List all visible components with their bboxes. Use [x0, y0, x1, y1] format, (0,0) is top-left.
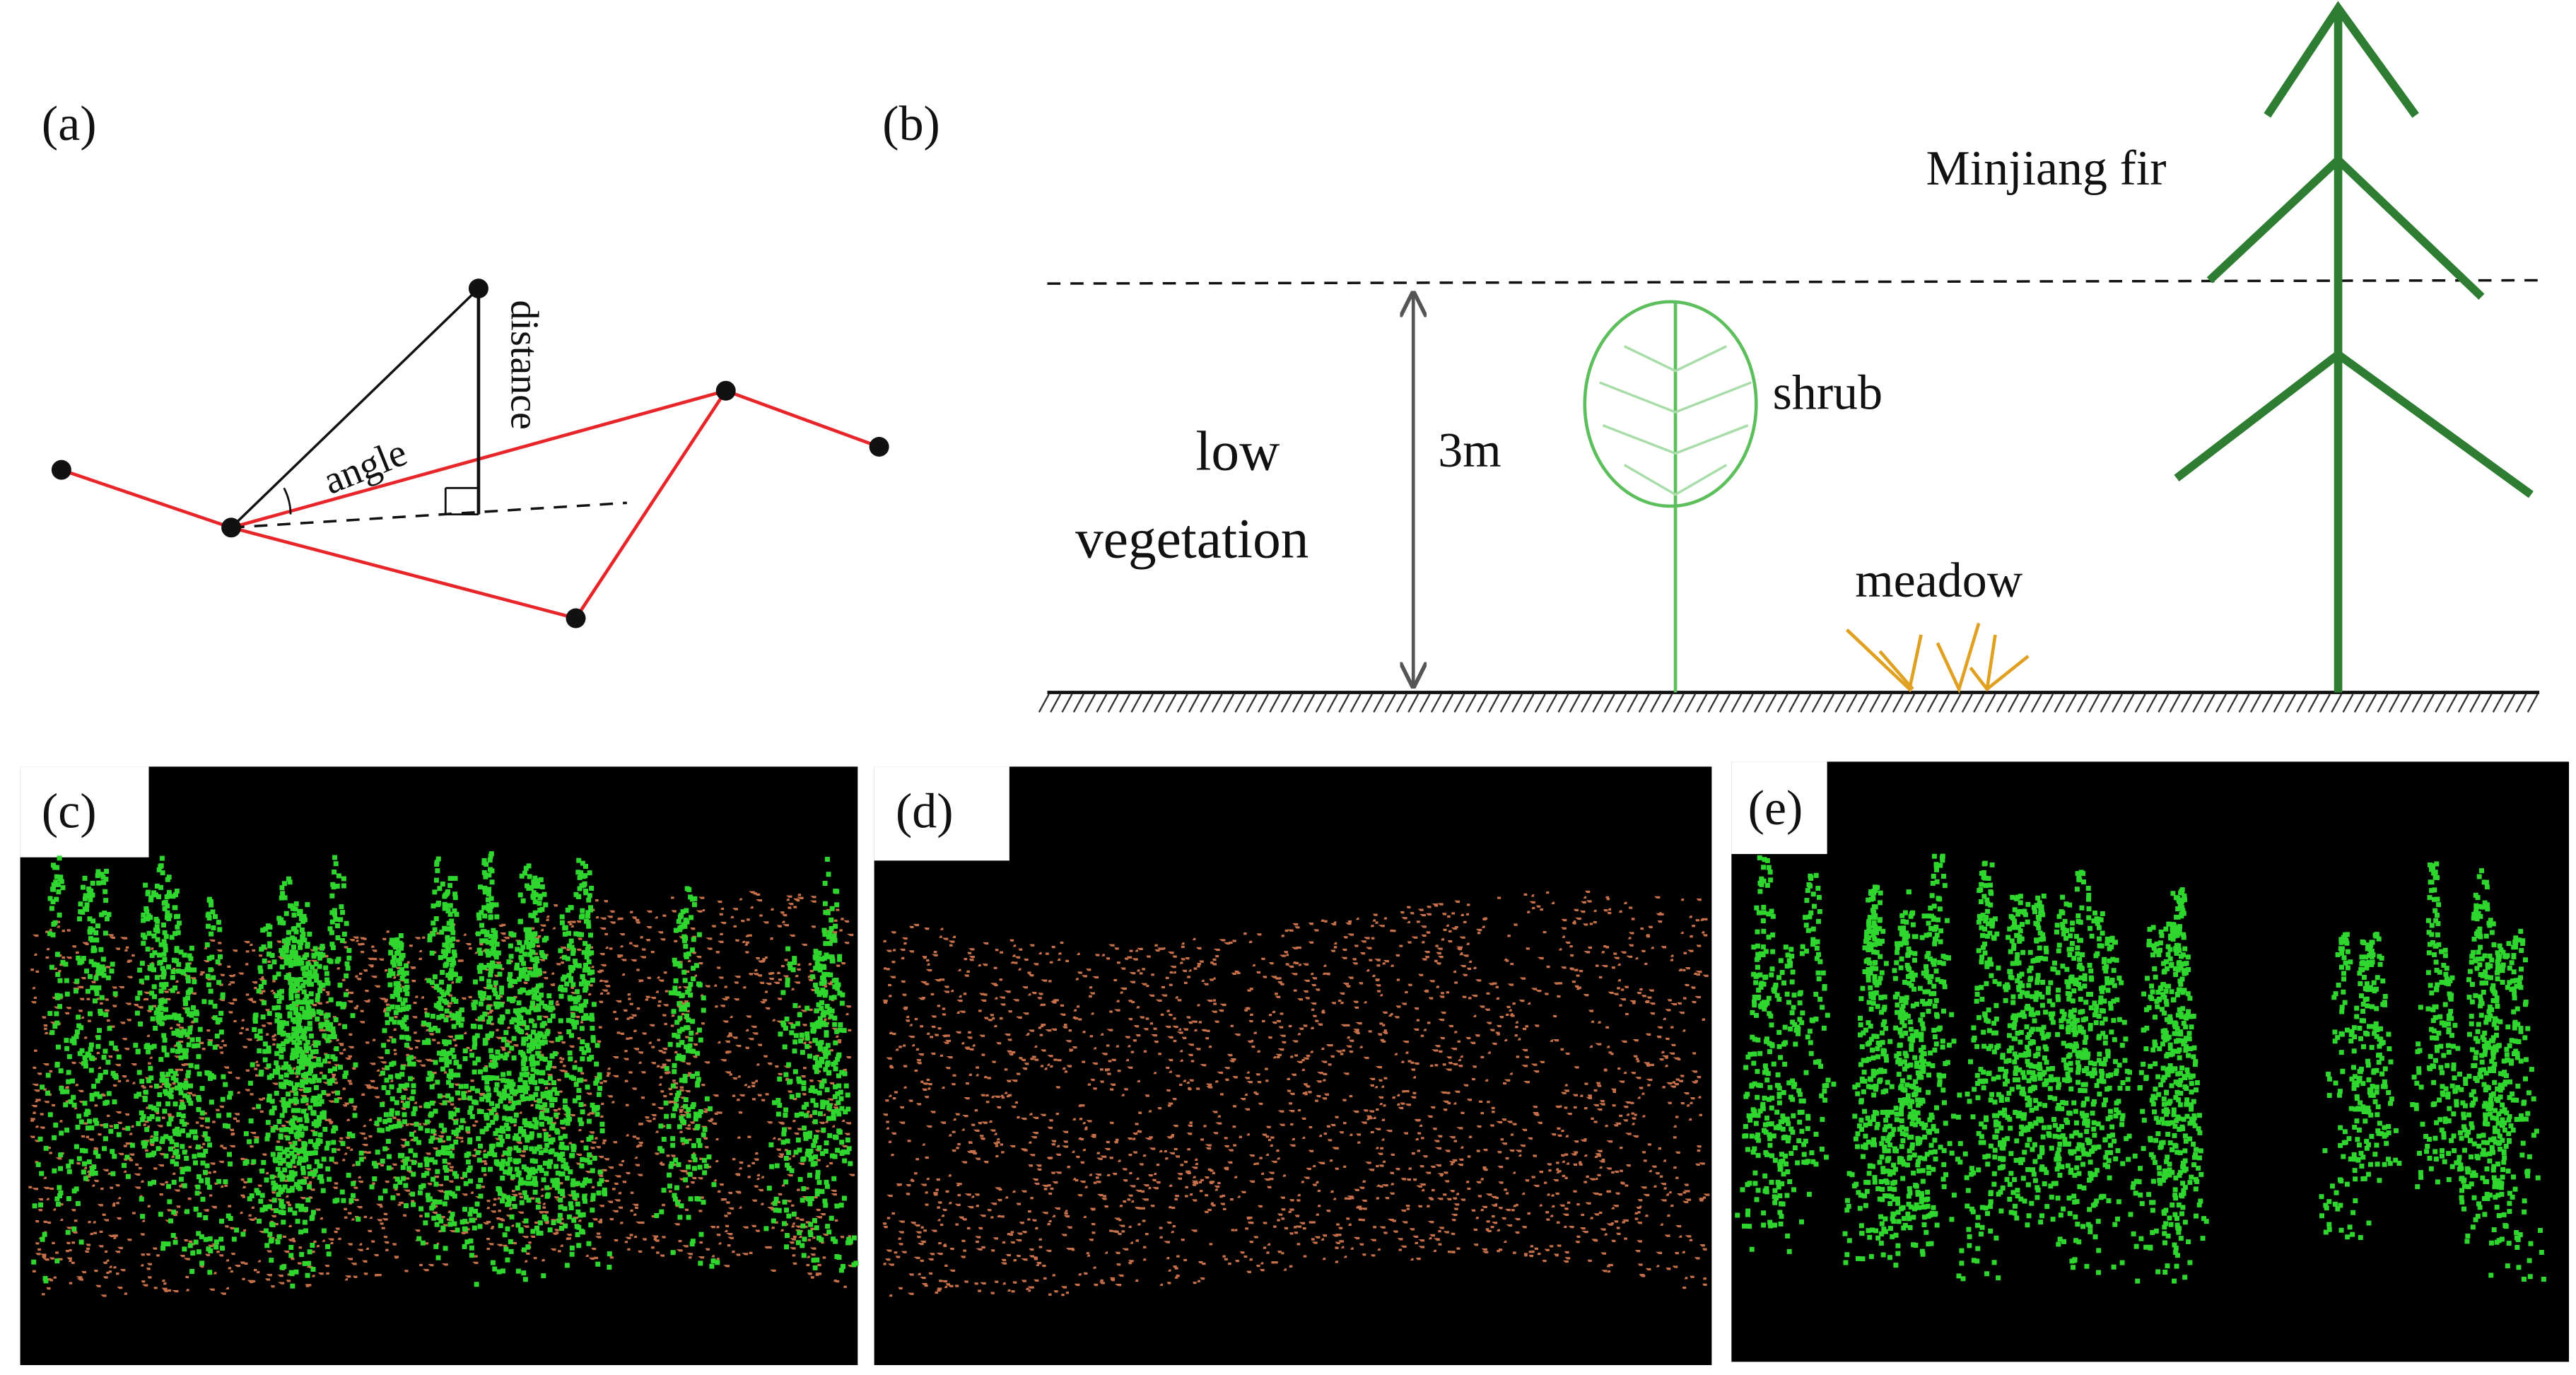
vegetation-points — [1735, 853, 2546, 1284]
panel-label: (d) — [896, 785, 954, 839]
shrub — [1583, 300, 1758, 693]
panel-label: (a) — [42, 97, 97, 151]
polyline — [61, 389, 880, 529]
vegetation-points — [31, 851, 859, 1289]
panel-c: (c) — [20, 766, 859, 1366]
right-angle — [444, 488, 479, 516]
ground-points — [882, 890, 1710, 1297]
angle-arc — [283, 487, 292, 515]
panel-label: (b) — [882, 97, 940, 151]
low-vegetation-label: low — [1195, 421, 1280, 483]
panel-d: (d) — [874, 766, 1712, 1366]
dashed-line — [230, 501, 627, 529]
point-cloud — [882, 890, 1710, 1297]
fir — [2174, 1, 2534, 693]
panel-e: (e) — [1731, 761, 2570, 1362]
panel-label: (c) — [42, 785, 97, 839]
points — [51, 279, 889, 628]
meadow — [1845, 622, 2030, 694]
panel-label: (e) — [1748, 781, 1803, 836]
low-vegetation-label: vegetation — [1075, 508, 1309, 570]
height-label: 3m — [1438, 423, 1501, 478]
panel-a: (a) angle distance — [42, 97, 889, 628]
segment — [230, 287, 480, 529]
shrub-label: shrub — [1773, 365, 1883, 420]
threshold-line — [1047, 279, 2540, 285]
panel-b: (b) low vegetation 3m shrub meadow — [882, 1, 2540, 713]
point-cloud — [1735, 853, 2546, 1284]
ground-hatch — [1038, 694, 2539, 713]
hatch — [1038, 694, 2539, 713]
distance-label: distance — [503, 300, 546, 429]
point-cloud — [28, 851, 859, 1297]
meadow-label: meadow — [1855, 554, 2022, 608]
fir-label: Minjiang fir — [1926, 141, 2167, 196]
